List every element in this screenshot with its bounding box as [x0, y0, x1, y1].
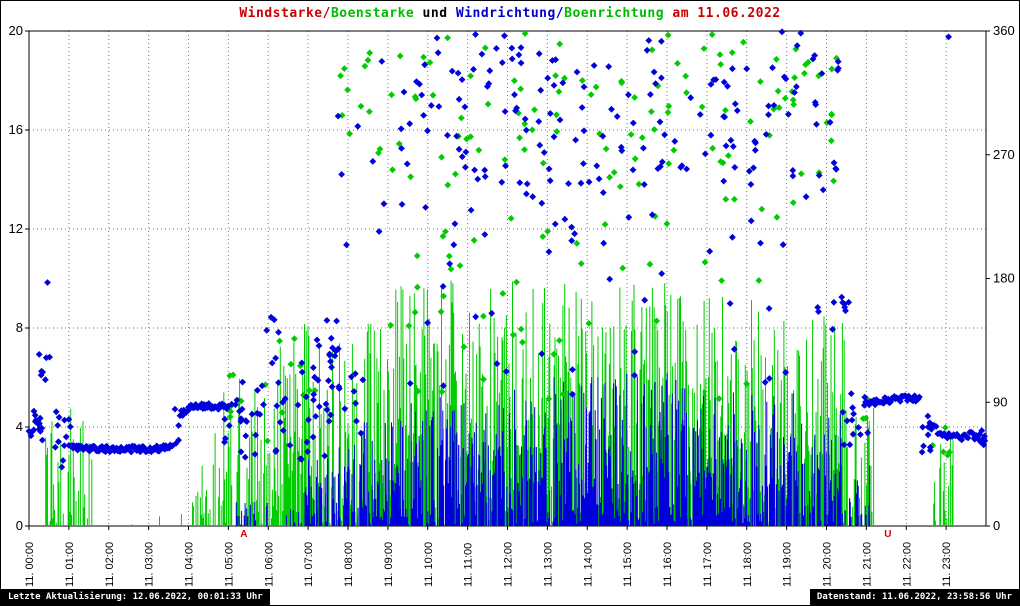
title-boenstarke: Boenstarke: [330, 6, 415, 21]
x-tick-label: 11. 22:00: [901, 542, 913, 587]
x-tick-label: 11. 13:00: [542, 542, 554, 587]
x-tick-label: 11. 12:00: [503, 542, 515, 587]
x-tick-label: 11. 17:00: [702, 542, 714, 587]
title-boenrichtung: Boenrichtung: [564, 6, 665, 21]
x-tick-label: 11. 06:00: [263, 542, 275, 587]
sun-marker-A: A: [240, 529, 247, 540]
x-tick-label: 11. 15:00: [622, 542, 634, 587]
y-left-tick-label: 12: [9, 221, 23, 236]
title-date: am 11.06.2022: [664, 6, 781, 21]
title-windrichtung: Windrichtung/: [455, 6, 565, 21]
x-tick-label: 11. 05:00: [223, 542, 235, 587]
x-tick-label: 11. 11:00: [463, 543, 475, 587]
y-left-tick-label: 8: [16, 320, 23, 335]
footer-last-update: Letzte Aktualisierung: 12.06.2022, 00:01…: [1, 589, 270, 605]
x-tick-label: 11. 16:00: [662, 542, 674, 587]
x-tick-label: 11. 18:00: [742, 542, 754, 587]
axis-labels: 0 4 8 12 16 20 0 90 180 270 360 11. 00:00 11. 01:00 1…: [9, 23, 1015, 587]
x-tick-label: 11. 04:00: [184, 542, 196, 587]
y-left-tick-label: 16: [9, 122, 23, 137]
x-tick-label: 11. 10:00: [423, 542, 435, 587]
x-tick-label: 11. 23:00: [941, 542, 953, 587]
x-tick-label: 11. 01:00: [64, 542, 76, 587]
impulse-windstarke: [235, 373, 871, 526]
x-tick-label: 11. 14:00: [582, 542, 594, 587]
y-right-tick-label: 360: [993, 23, 1015, 38]
x-tick-label: 11. 21:00: [861, 542, 873, 587]
sun-marker-U: U: [884, 529, 891, 540]
y-right-tick-label: 270: [993, 147, 1015, 162]
y-right-tick-label: 0: [993, 518, 1000, 533]
x-tick-label: 11. 08:00: [343, 542, 355, 587]
footer-data-state: Datenstand: 11.06.2022, 23:58:56 Uhr: [809, 589, 1019, 605]
x-tick-label: 11. 03:00: [144, 542, 156, 587]
y-right-tick-label: 180: [993, 271, 1015, 286]
title-windstarke: Windstarke/: [239, 6, 331, 21]
y-left-tick-label: 4: [16, 419, 23, 434]
x-tick-label: 11. 07:00: [303, 542, 315, 587]
scatter-windrichtung: [25, 28, 989, 471]
y-left-tick-label: 20: [9, 23, 23, 38]
x-tick-label: 11. 19:00: [782, 542, 794, 587]
chart-title: Windstarke/Boenstarke und Windrichtung/B…: [1, 6, 1019, 21]
y-left-tick-label: 0: [16, 518, 23, 533]
x-tick-label: 11. 00:00: [24, 542, 36, 587]
title-und: und: [414, 6, 456, 21]
x-tick-label: 11. 20:00: [822, 542, 834, 587]
y-right-tick-label: 90: [993, 394, 1007, 409]
x-tick-label: 11. 02:00: [104, 542, 116, 587]
x-tick-label: 11. 09:00: [383, 542, 395, 587]
